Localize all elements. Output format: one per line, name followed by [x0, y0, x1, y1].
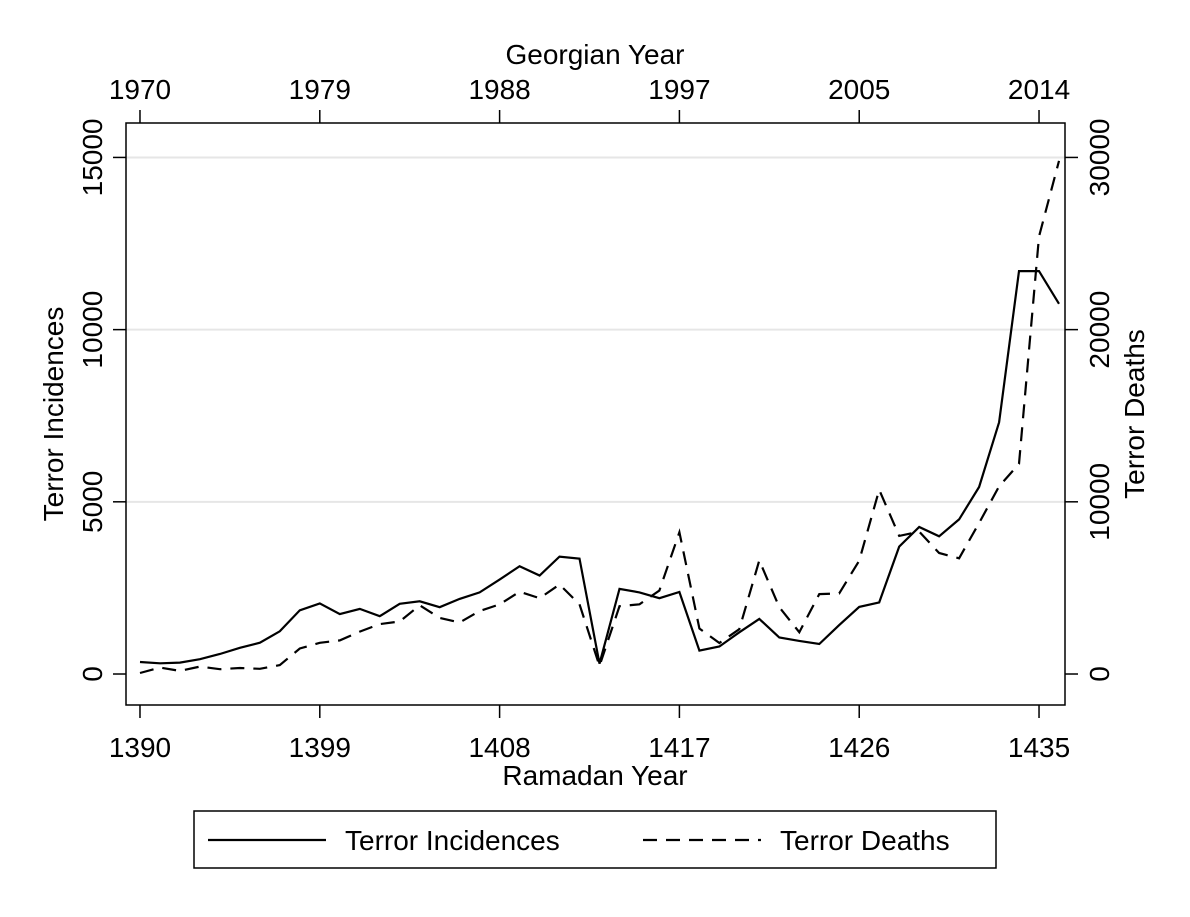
right-tick-label: 10000: [1084, 463, 1115, 541]
top-tick-label: 2014: [1008, 74, 1070, 105]
series-line-terror-deaths: [139, 160, 1061, 675]
plot-frame: [125, 122, 1066, 706]
top-tick-label: 1997: [648, 74, 710, 105]
gridlines: [126, 156, 1065, 503]
legend-label-deaths: Terror Deaths: [780, 825, 950, 856]
top-tick-label: 2005: [828, 74, 890, 105]
series-line-terror-incidences: [139, 270, 1060, 665]
x-tick-label: 1426: [828, 732, 890, 763]
left-tick-label: 15000: [77, 119, 108, 197]
axes: 1390 1399 1408 1417 1426 1435 1970 1979 1988 1997…: [77, 74, 1115, 763]
legend-box: [193, 810, 997, 869]
x-tick-label: 1435: [1008, 732, 1070, 763]
left-tick-label: 5000: [77, 471, 108, 533]
series-lines: [139, 160, 1061, 675]
right-tick-label: 30000: [1084, 119, 1115, 197]
x-tick-label: 1417: [648, 732, 710, 763]
top-axis-title: Georgian Year: [505, 39, 684, 70]
x-tick-label: 1408: [468, 732, 530, 763]
right-tick-label: 0: [1084, 666, 1115, 682]
x-tick-label: 1399: [289, 732, 351, 763]
legend: Terror Incidences Terror Deaths: [193, 810, 997, 869]
right-tick-label: 20000: [1084, 291, 1115, 369]
left-axis-title: Terror Incidences: [38, 307, 69, 522]
left-tick-label: 0: [77, 666, 108, 682]
left-tick-label: 10000: [77, 291, 108, 369]
x-tick-label: 1390: [109, 732, 171, 763]
x-axis-title: Ramadan Year: [502, 760, 687, 791]
top-tick-label: 1988: [468, 74, 530, 105]
right-axis-title: Terror Deaths: [1119, 329, 1150, 499]
top-tick-label: 1970: [109, 74, 171, 105]
top-tick-label: 1979: [289, 74, 351, 105]
legend-label-incidences: Terror Incidences: [345, 825, 560, 856]
